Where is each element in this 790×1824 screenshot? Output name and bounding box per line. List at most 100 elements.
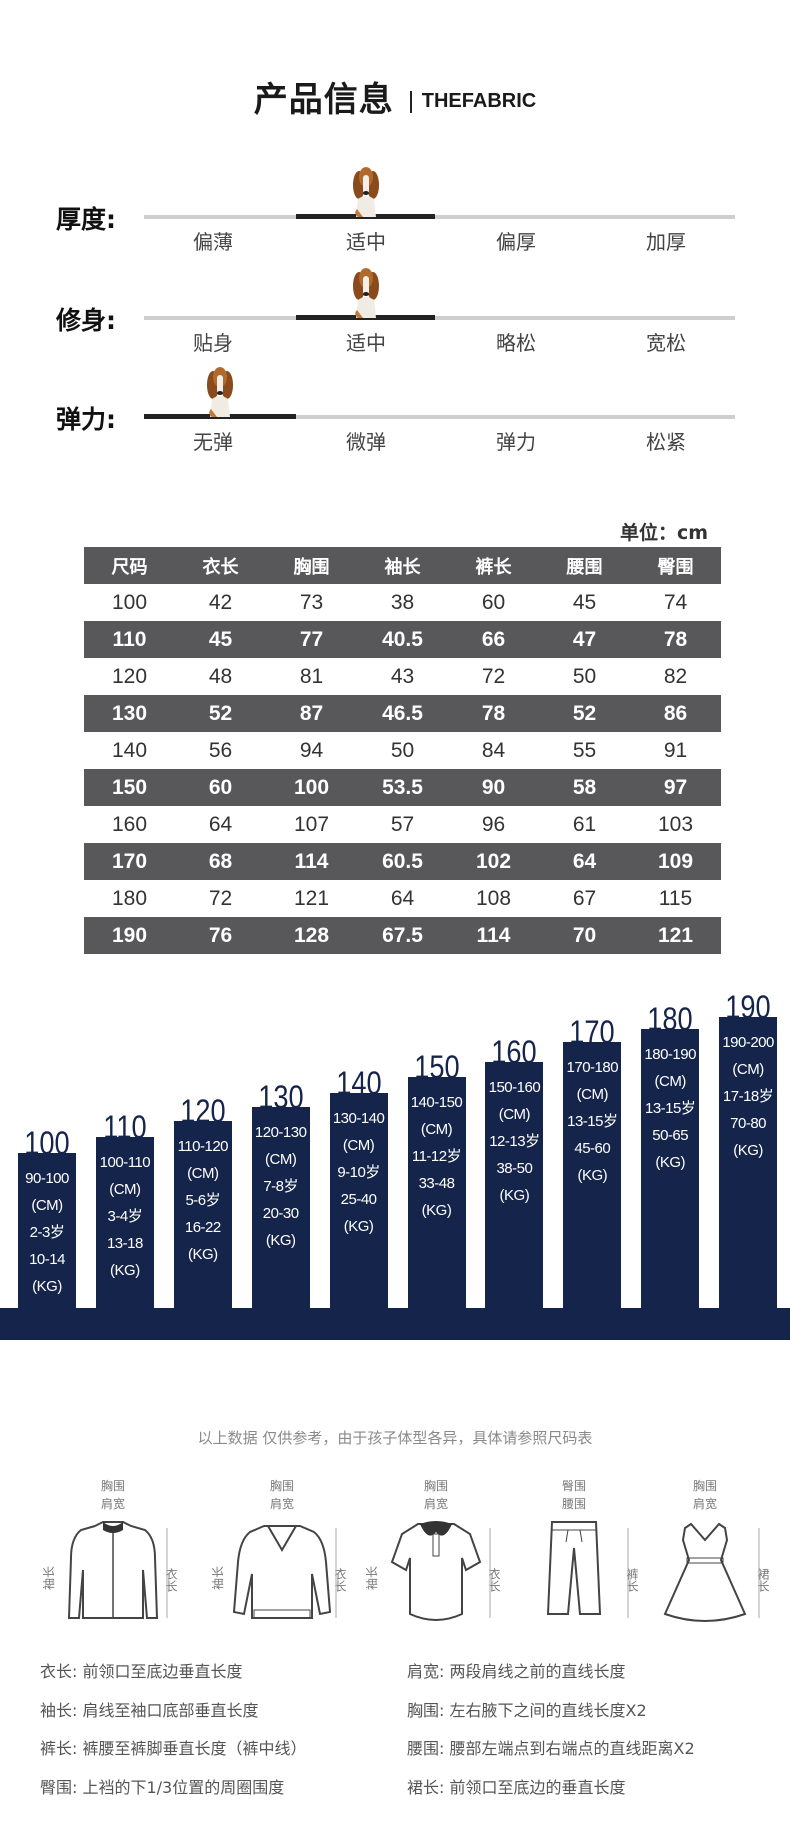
size-guide-bar-text: (CM) xyxy=(732,1061,764,1078)
measure-label-left: 袖长 xyxy=(43,1566,56,1590)
table-cell: 60 xyxy=(481,590,506,614)
table-cell: 97 xyxy=(663,775,688,799)
table-row: 130 52 87 46.5 78 52 86 xyxy=(84,695,721,732)
table-cell: 43 xyxy=(390,664,415,688)
polo-diagram-icon: 胸围 肩宽 袖长 衣长 xyxy=(364,1478,506,1628)
size-guide-bar-text: 2-3岁 xyxy=(29,1224,65,1241)
table-cell: 45 xyxy=(572,590,597,614)
definition-item: 裤长: 裤腰至裤脚垂直长度（裤中线） xyxy=(40,1739,307,1758)
size-guide-bar-text: (KG) xyxy=(187,1246,218,1263)
size-guide-bar: 140-150 (CM) 11-12岁 33-48 (KG) xyxy=(407,1077,466,1308)
definition-item: 胸围: 左右腋下之间的直线长度X2 xyxy=(407,1700,647,1720)
attribute-option: 加厚 xyxy=(646,230,686,254)
attribute-label: 弹力: xyxy=(56,405,116,434)
table-cell: 121 xyxy=(293,886,330,910)
table-cell: 60.5 xyxy=(382,849,423,873)
definition-item: 袖长: 肩线至袖口底部垂直长度 xyxy=(40,1700,259,1720)
size-guide-bar-text: 190-200 xyxy=(722,1034,774,1051)
table-row: 190 76 128 67.5 114 70 121 xyxy=(84,917,721,954)
table-cell: 107 xyxy=(293,812,330,836)
table-cell: 68 xyxy=(208,849,233,873)
pants-outline xyxy=(546,1521,602,1615)
title-text: 产品信息 xyxy=(253,80,394,120)
size-guide-bar: 170-180 (CM) 13-15岁 45-60 (KG) xyxy=(563,1042,622,1308)
table-cell: 91 xyxy=(663,738,688,762)
table-cell: 130 xyxy=(111,701,148,725)
size-guide-bar-text: (KG) xyxy=(655,1154,686,1171)
size-guide-bar-text: 45-60 xyxy=(574,1140,611,1157)
table-cell: 52 xyxy=(208,701,233,725)
table-cell: 96 xyxy=(481,812,506,836)
size-guide-bar-text: (CM) xyxy=(654,1073,687,1090)
size-guide-bar-text: (KG) xyxy=(733,1142,763,1159)
measure-label-mid: 肩宽 xyxy=(424,1496,448,1511)
polo-outline xyxy=(390,1521,482,1621)
table-cell: 57 xyxy=(390,812,415,836)
measure-label-mid: 肩宽 xyxy=(101,1496,125,1511)
size-guide-bar-text: (KG) xyxy=(577,1167,608,1184)
size-guide-bar-text: 140-150 xyxy=(410,1094,463,1111)
definition-item: 衣长: 前领口至底边垂直长度 xyxy=(40,1662,243,1681)
table-cell: 50 xyxy=(390,738,415,762)
table-cell: 55 xyxy=(572,738,597,762)
size-guide-bar-text: 100-110 xyxy=(99,1154,151,1171)
table-header-cell: 臀围 xyxy=(657,556,694,578)
table-row: 100 42 73 38 60 45 74 xyxy=(84,584,721,621)
size-guide-bar-text: (CM) xyxy=(265,1151,297,1168)
table-cell: 60 xyxy=(208,775,233,799)
table-cell: 73 xyxy=(299,590,324,614)
attribute-option: 略松 xyxy=(496,331,536,355)
size-guide-bar: 90-100 (CM) 2-3岁 10-14 (KG) xyxy=(18,1153,76,1308)
size-guide-bar-text: (CM) xyxy=(576,1086,609,1103)
table-cell: 61 xyxy=(572,812,597,836)
size-guide-base xyxy=(0,1308,790,1340)
table-cell: 70 xyxy=(572,923,597,947)
measure-label-mid: 肩宽 xyxy=(270,1496,294,1511)
title-subtitle: THEFABRIC xyxy=(421,90,537,112)
attribute-option: 宽松 xyxy=(646,331,686,355)
size-guide-bar-text: 3-4岁 xyxy=(107,1208,143,1225)
size-guide-bar: 190-200 (CM) 17-18岁 70-80 (KG) xyxy=(719,1017,778,1308)
table-cell: 67 xyxy=(572,886,597,910)
table-cell: 64 xyxy=(572,849,597,873)
size-guide-bar-text: 25-40 xyxy=(340,1191,377,1208)
size-guide-bar-text: 10-14 xyxy=(29,1251,65,1268)
table-header-cell: 腰围 xyxy=(566,556,603,578)
dog-marker-icon xyxy=(349,165,383,217)
table-cell: 180 xyxy=(111,886,148,910)
size-guide-bar-text: 170-180 xyxy=(566,1059,619,1076)
definition-item: 腰围: 腰部左端点到右端点的直线距离X2 xyxy=(407,1739,695,1758)
table-cell: 67.5 xyxy=(382,923,423,947)
table-row: 150 60 100 53.5 90 58 97 xyxy=(84,769,721,806)
sweater-outline xyxy=(232,1525,332,1619)
table-row: 170 68 114 60.5 102 64 109 xyxy=(84,843,721,880)
measure-label-right: 衣长 xyxy=(333,1567,347,1592)
table-cell: 76 xyxy=(208,923,233,947)
table-cell: 81 xyxy=(299,664,324,688)
size-guide-bar-text: (CM) xyxy=(342,1137,375,1154)
size-guide-bar: 120-130 (CM) 7-8岁 20-30 (KG) xyxy=(251,1107,310,1308)
attribute-track xyxy=(144,415,735,419)
table-cell: 140 xyxy=(111,738,148,762)
size-guide-bar-text: (KG) xyxy=(343,1218,374,1235)
size-guide-bar-text: (KG) xyxy=(110,1262,140,1279)
size-guide-bar: 150-160 (CM) 12-13岁 38-50 (KG) xyxy=(485,1062,544,1308)
disclaimer-note: 以上数据 仅供参考，由于孩子体型各异，具体请参照尺码表 xyxy=(197,1429,593,1447)
table-cell: 103 xyxy=(657,812,694,836)
attribute-option: 偏薄 xyxy=(193,230,233,254)
size-guide-bar-text: (KG) xyxy=(265,1232,296,1249)
table-cell: 48 xyxy=(208,664,233,688)
table-header-cell: 裤长 xyxy=(475,556,512,578)
table-cell: 45 xyxy=(208,627,233,651)
size-guide-bar-text: 12-13岁 xyxy=(489,1133,540,1150)
size-guide-bar-text: 70-80 xyxy=(730,1115,767,1132)
measure-label-top: 胸围 xyxy=(270,1478,294,1493)
table-row: 120 48 81 43 72 50 82 xyxy=(84,658,721,695)
table-cell: 109 xyxy=(657,849,694,873)
table-cell: 84 xyxy=(481,738,506,762)
size-guide-bar-text: 20-30 xyxy=(262,1205,299,1222)
attribute-option: 无弹 xyxy=(193,430,233,454)
table-cell: 47 xyxy=(572,627,597,651)
table-cell: 110 xyxy=(112,627,147,651)
dress-outline xyxy=(663,1522,747,1622)
